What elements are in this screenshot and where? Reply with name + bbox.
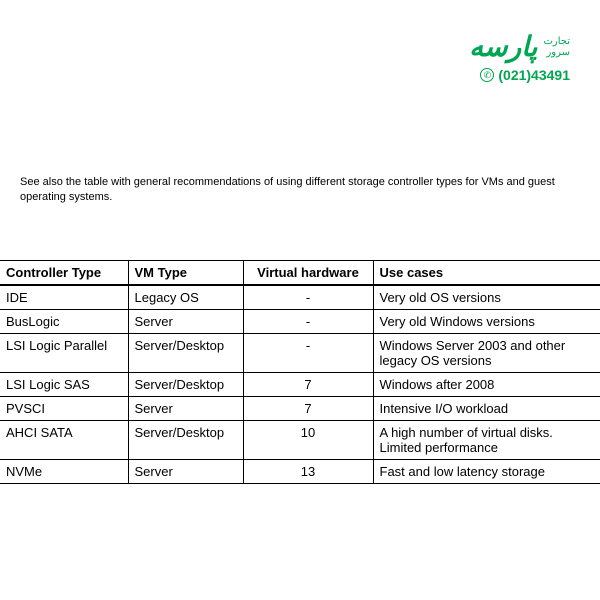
cell-use: Windows after 2008	[373, 373, 600, 397]
cell-use: Very old OS versions	[373, 285, 600, 310]
cell-vm: Server	[128, 310, 243, 334]
col-header-hardware: Virtual hardware	[243, 261, 373, 286]
cell-hw: -	[243, 285, 373, 310]
cell-hw: 7	[243, 397, 373, 421]
table-row: AHCI SATA Server/Desktop 10 A high numbe…	[0, 421, 600, 460]
logo-area: پارسه تجارت سرور ✆ (021)43491	[469, 30, 570, 83]
table-row: IDE Legacy OS - Very old OS versions	[0, 285, 600, 310]
logo-subtext: تجارت سرور	[543, 36, 570, 58]
table-row: LSI Logic Parallel Server/Desktop - Wind…	[0, 334, 600, 373]
cell-use: Intensive I/O workload	[373, 397, 600, 421]
cell-controller: PVSCI	[0, 397, 128, 421]
cell-hw: -	[243, 310, 373, 334]
storage-controller-table: Controller Type VM Type Virtual hardware…	[0, 260, 600, 484]
table-row: BusLogic Server - Very old Windows versi…	[0, 310, 600, 334]
table: Controller Type VM Type Virtual hardware…	[0, 260, 600, 484]
phone-number: (021)43491	[498, 67, 570, 83]
col-header-vm: VM Type	[128, 261, 243, 286]
table-header-row: Controller Type VM Type Virtual hardware…	[0, 261, 600, 286]
cell-use: Very old Windows versions	[373, 310, 600, 334]
cell-use: A high number of virtual disks. Limited …	[373, 421, 600, 460]
cell-controller: LSI Logic SAS	[0, 373, 128, 397]
table-row: NVMe Server 13 Fast and low latency stor…	[0, 460, 600, 484]
col-header-usecases: Use cases	[373, 261, 600, 286]
phone-icon: ✆	[480, 68, 494, 82]
cell-vm: Server	[128, 460, 243, 484]
cell-controller: LSI Logic Parallel	[0, 334, 128, 373]
cell-controller: AHCI SATA	[0, 421, 128, 460]
cell-hw: 7	[243, 373, 373, 397]
cell-hw: 10	[243, 421, 373, 460]
cell-hw: -	[243, 334, 373, 373]
cell-vm: Server/Desktop	[128, 421, 243, 460]
cell-use: Windows Server 2003 and other legacy OS …	[373, 334, 600, 373]
logo-brand: پارسه تجارت سرور	[469, 30, 570, 63]
cell-vm: Server	[128, 397, 243, 421]
cell-controller: NVMe	[0, 460, 128, 484]
phone-row: ✆ (021)43491	[469, 67, 570, 83]
table-body: IDE Legacy OS - Very old OS versions Bus…	[0, 285, 600, 484]
table-row: LSI Logic SAS Server/Desktop 7 Windows a…	[0, 373, 600, 397]
cell-controller: BusLogic	[0, 310, 128, 334]
cell-controller: IDE	[0, 285, 128, 310]
cell-hw: 13	[243, 460, 373, 484]
logo-script: پارسه	[469, 30, 537, 63]
cell-vm: Server/Desktop	[128, 334, 243, 373]
caption-text: See also the table with general recommen…	[20, 175, 580, 206]
cell-vm: Server/Desktop	[128, 373, 243, 397]
cell-vm: Legacy OS	[128, 285, 243, 310]
cell-use: Fast and low latency storage	[373, 460, 600, 484]
table-row: PVSCI Server 7 Intensive I/O workload	[0, 397, 600, 421]
col-header-controller: Controller Type	[0, 261, 128, 286]
